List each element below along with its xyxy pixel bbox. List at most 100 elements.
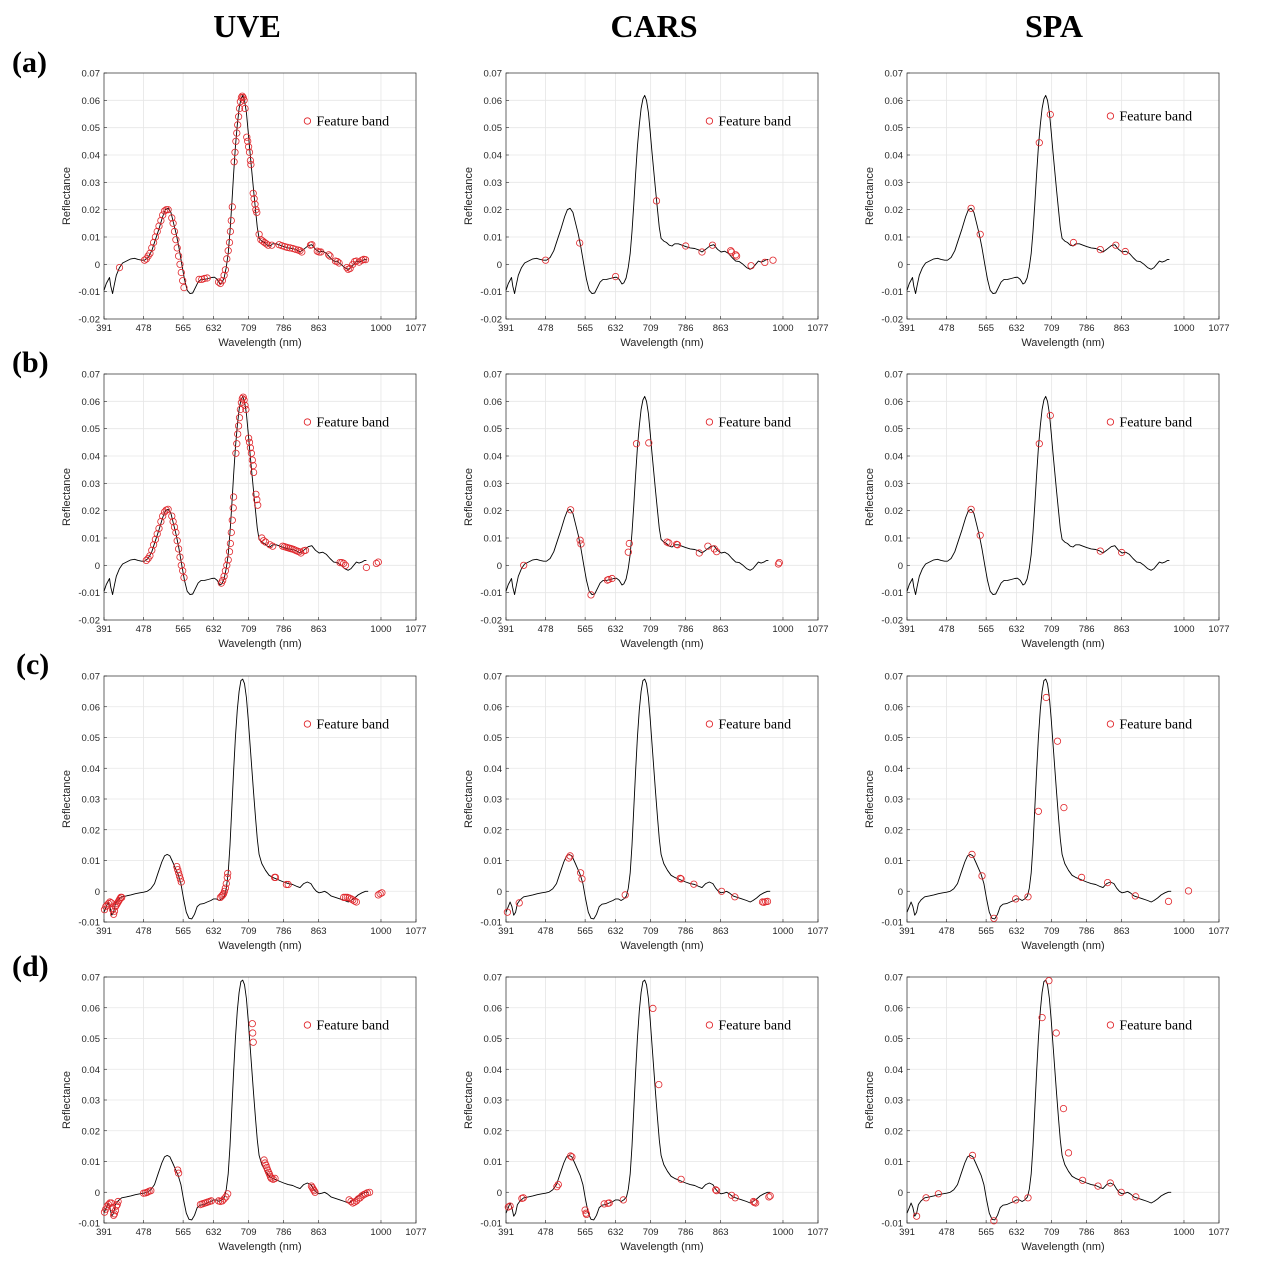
feature-band-marker bbox=[220, 572, 228, 580]
legend-marker bbox=[303, 418, 312, 426]
feature-band-marker bbox=[112, 1202, 120, 1210]
feature-band-marker bbox=[149, 238, 158, 247]
y-tick-label: 0.01 bbox=[82, 233, 101, 244]
feature-band-marker bbox=[164, 206, 172, 214]
feature-band-marker bbox=[619, 1196, 627, 1204]
feature-band-marker bbox=[752, 1199, 760, 1207]
feature-band-marker bbox=[554, 1181, 562, 1189]
feature-band-marker bbox=[151, 535, 160, 543]
feature-band-marker bbox=[1045, 977, 1053, 985]
feature-band-marker bbox=[608, 574, 616, 583]
x-tick-label: 632 bbox=[1009, 624, 1025, 635]
y-tick-label: 0.07 bbox=[885, 69, 904, 80]
y-tick-label: 0.02 bbox=[885, 825, 904, 836]
feature-band-marker bbox=[235, 422, 243, 430]
x-tick-label: 391 bbox=[96, 926, 112, 937]
x-tick-label: 391 bbox=[96, 624, 112, 635]
row-label-a: (a) bbox=[12, 46, 47, 79]
y-tick-label: 0.07 bbox=[885, 672, 904, 683]
x-tick-label: 478 bbox=[136, 1227, 152, 1238]
y-tick-label: 0.03 bbox=[82, 1096, 101, 1107]
feature-band-marker bbox=[361, 1190, 370, 1198]
feature-band-marker bbox=[343, 264, 351, 272]
x-tick-label: 565 bbox=[175, 926, 191, 937]
x-tick-label: 1077 bbox=[405, 323, 426, 334]
x-tick-label: 632 bbox=[608, 624, 624, 635]
y-tick-label: 0 bbox=[497, 887, 502, 898]
feature-band-marker bbox=[207, 1197, 215, 1205]
plot-area bbox=[907, 374, 1219, 620]
feature-band-marker bbox=[223, 873, 231, 881]
feature-band-marker bbox=[774, 560, 782, 568]
feature-band-marker bbox=[1059, 1105, 1068, 1113]
feature-band-marker bbox=[245, 434, 253, 442]
y-tick-label: 0.02 bbox=[484, 825, 503, 836]
x-tick-label: 1077 bbox=[1208, 323, 1229, 334]
x-tick-label: 1000 bbox=[772, 624, 793, 635]
spectrum-line bbox=[505, 979, 771, 1221]
x-tick-label: 709 bbox=[643, 926, 659, 937]
feature-band-marker bbox=[248, 456, 256, 464]
feature-band-marker bbox=[578, 875, 586, 883]
x-tick-label: 391 bbox=[899, 926, 915, 937]
x-tick-label: 863 bbox=[311, 624, 327, 635]
feature-band-marker bbox=[347, 1197, 355, 1206]
row-label-c: (c) bbox=[16, 648, 50, 681]
legend-marker bbox=[705, 1021, 714, 1029]
legend: Feature band bbox=[1106, 1019, 1192, 1034]
y-tick-label: -0.02 bbox=[881, 616, 903, 627]
x-axis-label: Wavelength (nm) bbox=[1021, 337, 1104, 349]
feature-band-marker bbox=[157, 217, 165, 225]
axes-box bbox=[505, 373, 819, 621]
feature-band-marker bbox=[315, 248, 323, 256]
chart-c-spa: 391 478 565 632 709 786 863 1000 1077 -0.01 0 0.01 0… bbox=[864, 672, 1230, 953]
legend-marker bbox=[303, 1021, 312, 1029]
y-axis-label: Reflectance bbox=[864, 1071, 876, 1129]
chart-b-cars: 391 478 565 632 709 786 863 1000 1077 -0.02 -0.01 0… bbox=[463, 370, 829, 651]
x-tick-label: 863 bbox=[311, 323, 327, 334]
y-tick-label: 0.05 bbox=[484, 123, 503, 134]
x-tick-label: 786 bbox=[276, 1227, 292, 1238]
feature-band-marker bbox=[374, 891, 382, 899]
feature-band-marker bbox=[234, 430, 242, 438]
feature-band-marker bbox=[113, 1201, 121, 1209]
y-tick-label: 0.07 bbox=[885, 370, 904, 381]
feature-band-marker bbox=[142, 556, 150, 564]
axes-box bbox=[906, 976, 1220, 1224]
feature-band-marker bbox=[506, 1202, 514, 1210]
feature-band-marker bbox=[179, 567, 187, 575]
feature-band-marker bbox=[325, 251, 333, 259]
legend-marker bbox=[303, 720, 312, 728]
x-tick-label: 1077 bbox=[807, 624, 828, 635]
feature-band-marker bbox=[358, 1192, 366, 1200]
y-tick-label: 0.01 bbox=[885, 1157, 904, 1168]
legend-label: Feature band bbox=[316, 1019, 389, 1034]
feature-band-marker bbox=[365, 1188, 374, 1196]
chart-d-uve: 391 478 565 632 709 786 863 1000 1077 -0.01 0 0.01 0… bbox=[61, 973, 427, 1254]
y-tick-label: 0.04 bbox=[484, 764, 503, 775]
feature-band-marker bbox=[1053, 737, 1062, 745]
y-tick-label: 0.05 bbox=[82, 424, 101, 435]
feature-band-marker bbox=[565, 854, 573, 862]
y-tick-label: 0.01 bbox=[82, 856, 101, 867]
feature-band-marker bbox=[219, 891, 227, 899]
feature-band-marker bbox=[155, 524, 163, 532]
feature-band-marker bbox=[229, 504, 237, 512]
x-tick-label: 786 bbox=[276, 323, 292, 334]
legend-label: Feature band bbox=[1119, 416, 1192, 431]
feature-band-marker bbox=[655, 1081, 663, 1089]
feature-band-marker bbox=[200, 274, 209, 283]
feature-band-marker bbox=[566, 1152, 575, 1160]
x-tick-label: 1077 bbox=[405, 1227, 426, 1238]
legend: Feature band bbox=[303, 416, 389, 431]
y-tick-label: 0.04 bbox=[82, 151, 101, 162]
feature-band-marker bbox=[1064, 1149, 1073, 1157]
y-tick-label: 0.07 bbox=[885, 973, 904, 984]
feature-band-marker bbox=[237, 399, 245, 407]
feature-band-marker bbox=[153, 530, 161, 538]
x-tick-label: 1077 bbox=[807, 926, 828, 937]
feature-band-marker bbox=[341, 893, 350, 901]
feature-band-marker bbox=[149, 541, 158, 549]
feature-band-marker bbox=[249, 1038, 257, 1046]
feature-band-marker bbox=[1094, 1182, 1102, 1190]
